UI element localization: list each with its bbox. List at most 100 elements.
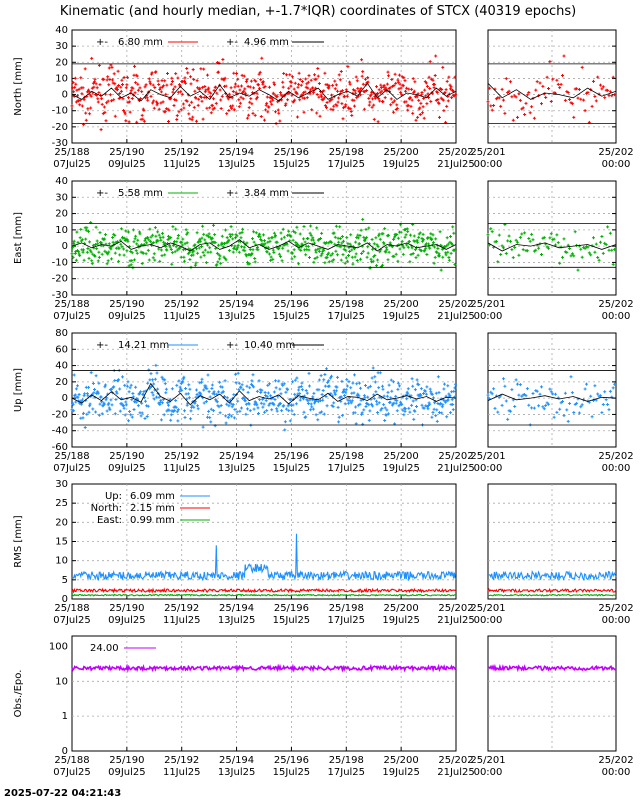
rms-series-zoom-0 — [487, 570, 617, 582]
x-tick-label: 25/198 — [329, 299, 364, 310]
x-tick-label: 11Jul25 — [163, 311, 201, 322]
x-tick-label: 00:00 — [602, 159, 631, 170]
x-tick-label: 25/201 — [470, 755, 505, 766]
x-tick-label: 21Jul25 — [437, 615, 475, 626]
y-tick-label: 30 — [55, 192, 68, 203]
y-tick-label: -20 — [52, 409, 68, 420]
x-tick-label: 07Jul25 — [53, 311, 91, 322]
x-tick-label: 11Jul25 — [163, 767, 201, 778]
obs-series — [71, 663, 457, 673]
x-tick-label: 19Jul25 — [382, 615, 420, 626]
x-tick-label: 25/202 — [598, 451, 633, 462]
x-tick-label: 00:00 — [474, 311, 503, 322]
x-tick-label: 07Jul25 — [53, 615, 91, 626]
plot-frame — [71, 180, 457, 296]
x-tick-label: 00:00 — [602, 767, 631, 778]
x-tick-label: 15Jul25 — [273, 463, 311, 474]
y-axis-label: RMS [mm] — [13, 515, 24, 567]
x-tick-label: 09Jul25 — [108, 311, 146, 322]
x-tick-label: 15Jul25 — [273, 159, 311, 170]
legend-label: East: — [97, 515, 122, 526]
x-tick-label: 09Jul25 — [108, 767, 146, 778]
y-tick-label: 40 — [55, 25, 68, 36]
x-tick-label: 00:00 — [602, 615, 631, 626]
data-points-zoom — [486, 54, 617, 124]
panel-east: -30 -20 -10 0 10 20 30 40 East [mm] 25/18807Jul25… — [13, 176, 634, 322]
timestamp: 2025-07-22 04:21:43 — [4, 788, 122, 799]
x-tick-label: 25/196 — [274, 755, 309, 766]
legend-label: 6.09 mm — [130, 491, 175, 502]
x-tick-label: 13Jul25 — [218, 767, 256, 778]
x-tick-label: 11Jul25 — [163, 615, 201, 626]
legend-label: North: — [91, 503, 122, 514]
x-tick-label: 21Jul25 — [437, 311, 475, 322]
legend-marker: +- — [226, 188, 238, 199]
y-tick-label: 10 — [55, 556, 68, 567]
median-line — [71, 82, 457, 102]
y-tick-label: -10 — [52, 106, 68, 117]
y-tick-label: 80 — [55, 328, 68, 339]
y-tick-label: 100 — [49, 641, 68, 652]
chart-title: Kinematic (and hourly median, +-1.7*IQR)… — [60, 4, 576, 19]
x-tick-label: 19Jul25 — [382, 311, 420, 322]
x-tick-label: 25/202 — [598, 299, 633, 310]
x-tick-label: 25/196 — [274, 147, 309, 158]
y-tick-label: 30 — [55, 41, 68, 52]
y-axis-label: East [mm] — [13, 212, 24, 264]
x-tick-label: 25/200 — [384, 755, 419, 766]
x-tick-label: 25/202 — [438, 147, 473, 158]
y-tick-label: 0 — [62, 241, 68, 252]
y-axis-label: Up [mm] — [13, 368, 24, 412]
y-axis-label: North [mm] — [13, 57, 24, 116]
x-tick-label: 00:00 — [474, 159, 503, 170]
obs-series-zoom — [487, 663, 617, 673]
median-line — [71, 382, 457, 406]
x-tick-label: 25/188 — [54, 603, 89, 614]
x-tick-label: 25/188 — [54, 451, 89, 462]
x-tick-label: 25/201 — [470, 299, 505, 310]
x-tick-label: 25/202 — [438, 451, 473, 462]
panel-north: -30 -20 -10 0 10 20 30 40 North [mm] 25/18807Jul2… — [13, 25, 634, 170]
plot-frame — [487, 483, 617, 600]
y-tick-label: 60 — [55, 344, 68, 355]
x-tick-label: 25/201 — [470, 147, 505, 158]
x-tick-label: 21Jul25 — [437, 159, 475, 170]
x-tick-label: 25/202 — [438, 299, 473, 310]
x-tick-label: 25/194 — [219, 299, 254, 310]
y-tick-label: 10 — [55, 73, 68, 84]
x-tick-label: 15Jul25 — [273, 311, 311, 322]
x-tick-label: 25/196 — [274, 603, 309, 614]
y-tick-label: -30 — [52, 138, 68, 149]
x-tick-label: 25/198 — [329, 451, 364, 462]
x-tick-label: 25/190 — [109, 147, 144, 158]
median-line-zoom — [487, 393, 617, 402]
plot-frame — [487, 635, 617, 752]
x-tick-label: 25/201 — [470, 451, 505, 462]
x-tick-label: 25/202 — [598, 603, 633, 614]
y-tick-label: -20 — [52, 274, 68, 285]
x-tick-label: 25/190 — [109, 451, 144, 462]
y-tick-label: 20 — [55, 209, 68, 220]
x-tick-label: 00:00 — [474, 615, 503, 626]
x-tick-label: 13Jul25 — [218, 615, 256, 626]
legend: +- 14.21 mm +- 10.40 mm — [96, 340, 324, 351]
x-tick-label: 19Jul25 — [382, 463, 420, 474]
x-tick-label: 25/196 — [274, 451, 309, 462]
y-tick-label: 5 — [62, 575, 68, 586]
x-tick-label: 00:00 — [474, 767, 503, 778]
x-tick-label: 09Jul25 — [108, 159, 146, 170]
x-tick-label: 25/190 — [109, 603, 144, 614]
x-tick-label: 13Jul25 — [218, 463, 256, 474]
rms-series-zoom-2 — [487, 593, 617, 597]
rms-series-1 — [71, 587, 457, 594]
x-tick-label: 25/198 — [329, 603, 364, 614]
x-tick-label: 13Jul25 — [218, 311, 256, 322]
median-line-zoom — [487, 83, 617, 100]
legend-label: 5.58 mm — [118, 188, 163, 199]
x-tick-label: 09Jul25 — [108, 615, 146, 626]
x-tick-label: 25/188 — [54, 755, 89, 766]
x-tick-label: 25/188 — [54, 299, 89, 310]
